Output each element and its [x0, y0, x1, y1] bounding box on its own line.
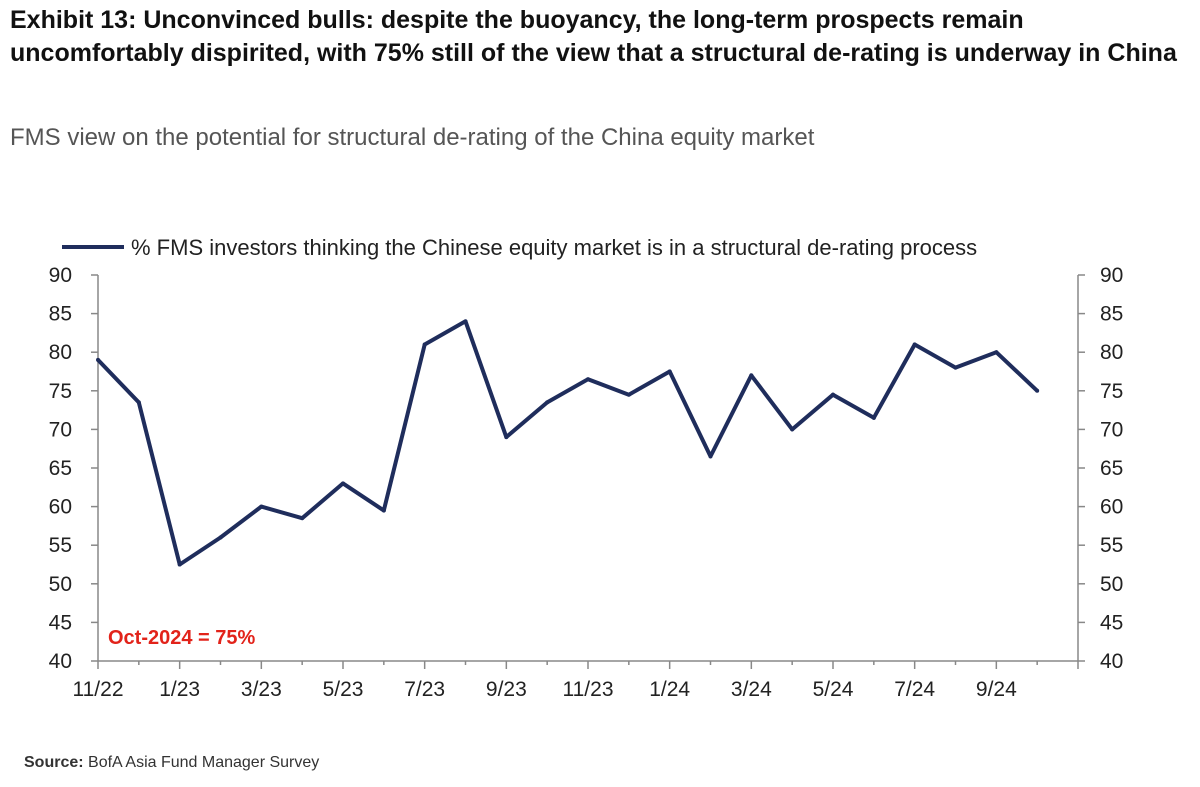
- data-point: [831, 392, 835, 397]
- x-tick-label: 1/23: [159, 678, 200, 701]
- y-tick-label-left: 85: [49, 303, 72, 326]
- data-point: [218, 535, 223, 540]
- legend-label: % FMS investors thinking the Chinese equ…: [131, 235, 977, 260]
- x-tick-label: 7/24: [894, 678, 935, 701]
- data-points: [96, 319, 1040, 567]
- data-point: [341, 481, 345, 486]
- x-tick-label: 11/23: [563, 678, 614, 701]
- legend: % FMS investors thinking the Chinese equ…: [62, 235, 977, 260]
- y-tick-label-right: 75: [1100, 380, 1123, 403]
- source-label: Source:: [24, 754, 84, 771]
- x-tick-label: 5/24: [813, 678, 854, 701]
- data-point: [790, 427, 795, 432]
- data-point: [953, 365, 958, 370]
- data-point: [708, 454, 713, 459]
- data-point: [136, 400, 141, 405]
- source-text: BofA Asia Fund Manager Survey: [88, 754, 320, 771]
- line-chart: % FMS investors thinking the Chinese equ…: [49, 235, 1124, 701]
- data-point: [749, 373, 754, 378]
- x-tick-label: 9/24: [976, 678, 1017, 701]
- chart-subtitle: FMS view on the potential for structural…: [10, 124, 815, 151]
- data-point: [994, 350, 999, 355]
- x-tick-label: 3/23: [241, 678, 282, 701]
- y-tick-label-right: 55: [1100, 534, 1123, 557]
- x-axis-ticks: 11/22 1/23 3/23 5/23 7/23 9/23 11/23 1/24 3/24 5/…: [73, 661, 1079, 701]
- y-tick-label-right: 60: [1100, 496, 1123, 519]
- axes: [97, 275, 1079, 662]
- data-point: [626, 392, 631, 397]
- y-tick-label-right: 50: [1100, 573, 1123, 596]
- data-point: [300, 516, 305, 521]
- data-point: [463, 319, 468, 324]
- y-tick-label-left: 70: [49, 418, 72, 441]
- y-tick-label-left: 80: [49, 341, 72, 364]
- y-tick-label-right: 70: [1100, 418, 1123, 441]
- x-tick-label: 7/23: [404, 678, 445, 701]
- series-line: [96, 319, 1039, 567]
- data-point: [259, 504, 264, 509]
- y-tick-label-right: 85: [1100, 303, 1123, 326]
- y-tick-label-left: 75: [49, 380, 72, 403]
- data-point: [545, 400, 550, 405]
- data-point: [177, 562, 182, 567]
- y-tick-label-right: 90: [1100, 264, 1123, 287]
- data-point: [667, 369, 672, 374]
- data-point: [586, 377, 590, 382]
- data-point: [504, 435, 509, 440]
- y-tick-label-left: 60: [49, 496, 72, 519]
- x-tick-label: 9/23: [486, 678, 527, 701]
- y-tick-label-left: 40: [49, 650, 72, 673]
- x-tick-label: 3/24: [731, 678, 772, 701]
- y-tick-label-right: 80: [1100, 341, 1123, 364]
- y-tick-label-right: 65: [1100, 457, 1123, 480]
- y-tick-label-left: 90: [49, 264, 72, 287]
- x-tick-label: 1/24: [649, 678, 690, 701]
- chart-title: Exhibit 13: Unconvinced bulls: despite t…: [10, 6, 1177, 67]
- x-tick-label: 11/22: [73, 678, 124, 701]
- y-axis-right-ticks: 40 45 50 55 60 65 70 75 80 85 90: [1078, 264, 1123, 673]
- y-tick-label-left: 55: [49, 534, 72, 557]
- y-tick-label-right: 45: [1100, 611, 1123, 634]
- data-point: [96, 357, 100, 362]
- y-tick-label-left: 45: [49, 611, 72, 634]
- latest-value-annotation: Oct-2024 = 75%: [108, 627, 256, 649]
- data-point: [422, 342, 427, 347]
- y-tick-label-left: 65: [49, 457, 72, 480]
- data-point: [912, 342, 917, 347]
- y-axis-left-ticks: 40 45 50 55 60 65 70 75 80 85 90: [49, 264, 98, 673]
- source-note: Source: BofA Asia Fund Manager Survey: [24, 754, 319, 772]
- data-point: [871, 415, 876, 420]
- x-tick-label: 5/23: [323, 678, 364, 701]
- y-tick-label-right: 40: [1100, 650, 1123, 673]
- y-tick-label-left: 50: [49, 573, 72, 596]
- data-point: [381, 508, 386, 513]
- data-point: [1035, 388, 1040, 393]
